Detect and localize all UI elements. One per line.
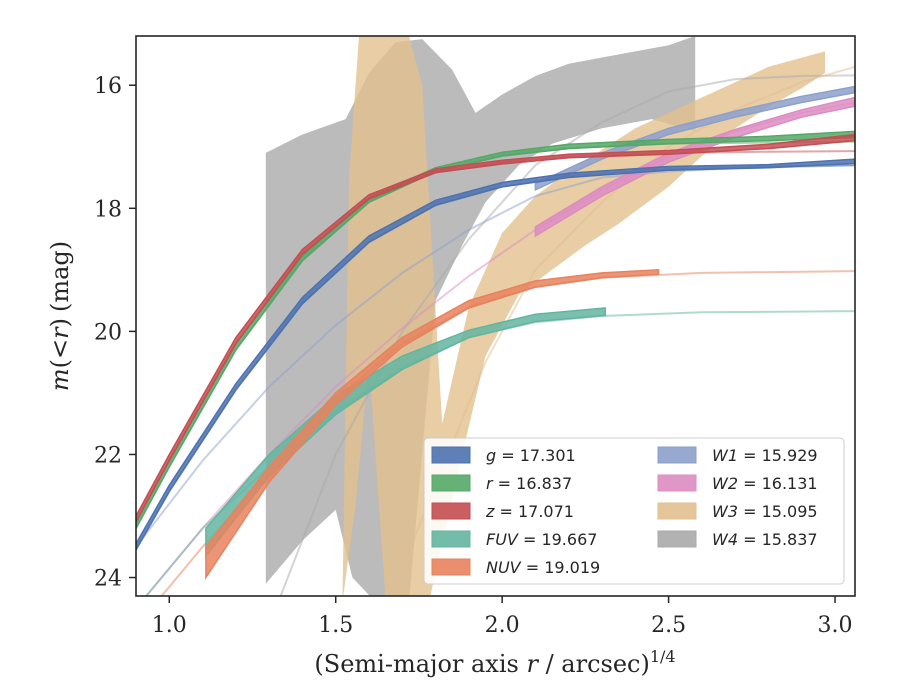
y-tick-label: 16 [94,74,122,99]
x-tick-label: 2.0 [485,613,520,638]
x-axis: 1.0 1.5 2.0 2.5 3.0 [152,596,853,638]
legend-label: W3 = 15.095 [712,502,818,521]
legend-entry-w4: W4 = 15.837 [657,530,818,549]
legend: g = 17.301 r = 16.837 z = 17.071 FUV = 19.6… [423,437,845,585]
x-tick-label: 1.0 [152,613,187,638]
y-axis-label: m(<r)(mag) [46,241,74,391]
x-tick-label: 1.5 [318,613,353,638]
legend-swatch [657,446,697,464]
measured-band-fuv [205,307,607,559]
legend-entry-w3: W3 = 15.095 [657,502,818,521]
x-axis-label: (Semi-major axis r / arcsec)1/4 [314,647,675,678]
legend-label: r = 16.837 [486,474,572,493]
x-tick-label: 3.0 [818,613,853,638]
x-tick-label: 2.5 [651,613,686,638]
legend-label: W2 = 16.131 [712,474,818,493]
y-axis: 16 18 20 22 24 [94,74,136,592]
legend-label: W1 = 15.929 [712,446,818,465]
model-curves [136,65,855,596]
legend-label: g = 17.301 [486,446,576,465]
measured-band-z [136,133,855,523]
legend-swatch [431,446,471,464]
legend-entry-g: g = 17.301 [431,446,576,465]
y-tick-label: 22 [94,443,122,468]
legend-swatch [657,530,697,548]
legend-swatch [431,502,471,520]
y-tick-label: 18 [94,197,122,222]
legend-swatch [657,502,697,520]
measured-band-nuv [205,269,660,580]
legend-entry-fuv: FUV = 19.667 [431,530,597,549]
legend-label: NUV = 19.019 [486,558,600,577]
legend-entry-r: r = 16.837 [431,474,572,493]
y-tick-label: 20 [94,320,122,345]
legend-entry-w1: W1 = 15.929 [657,446,818,465]
measured-band-g [136,158,855,552]
legend-frame [423,437,845,585]
legend-swatch [431,530,471,548]
plot-frame [135,35,856,597]
legend-entry-w2: W2 = 16.131 [657,474,818,493]
legend-label: W4 = 15.837 [712,530,818,549]
legend-entry-z: z = 17.071 [431,502,574,521]
legend-label: z = 17.071 [485,502,574,521]
legend-swatch [431,474,471,492]
y-tick-label: 24 [94,567,122,592]
legend-swatch [657,474,697,492]
measured-band-w2 [534,96,855,238]
legend-label: FUV = 19.667 [486,530,597,549]
legend-entry-nuv: NUV = 19.019 [431,558,600,577]
legend-swatch [431,558,471,576]
